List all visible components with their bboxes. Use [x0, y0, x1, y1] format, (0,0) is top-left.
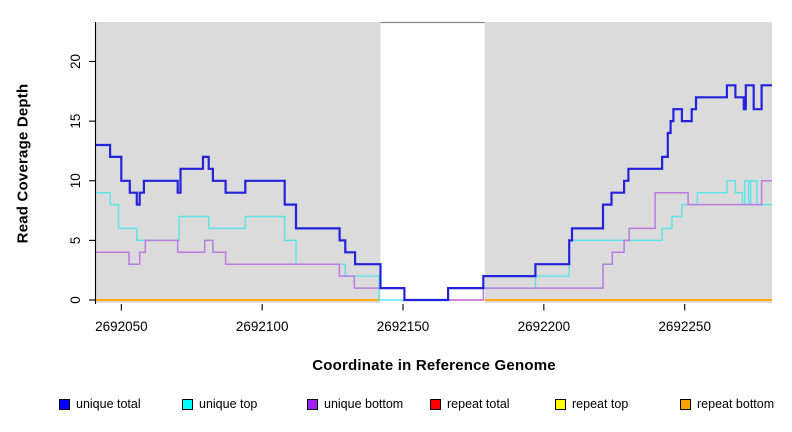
- legend-swatch-unique-bottom: [307, 398, 318, 410]
- y-tick-label: 20: [68, 54, 83, 69]
- legend-label: repeat bottom: [697, 397, 775, 411]
- legend-swatch-unique-total: [59, 398, 70, 410]
- x-tick-label: 2692100: [236, 319, 289, 334]
- series-line-unique-total: [96, 84, 772, 302]
- x-tick-label: 2692050: [95, 319, 148, 334]
- legend-item-repeat-bottom: repeat bottom: [680, 395, 774, 413]
- legend-item-repeat-total: repeat total: [430, 395, 510, 413]
- legend-item-unique-top: unique top: [182, 395, 257, 413]
- no-data-band: [380, 22, 485, 303]
- series-line-unique-bottom: [96, 180, 772, 301]
- legend-label: unique total: [76, 397, 141, 411]
- legend-swatch-unique-top: [182, 398, 193, 410]
- x-tick-label: 2692150: [377, 319, 430, 334]
- legend-item-unique-total: unique total: [59, 395, 141, 413]
- x-tick-label: 2692250: [658, 319, 711, 334]
- x-axis-title: Coordinate in Reference Genome: [312, 357, 556, 374]
- legend-swatch-repeat-total: [430, 398, 441, 410]
- y-axis-title: Read Coverage Depth: [14, 83, 32, 244]
- legend-label: unique top: [199, 397, 258, 411]
- y-tick-label: 15: [68, 114, 83, 129]
- y-tick-label: 0: [68, 296, 83, 304]
- legend: unique total unique top unique bottom repea…: [0, 395, 792, 419]
- legend-swatch-repeat-top: [555, 398, 566, 410]
- legend-item-repeat-top: repeat top: [555, 395, 628, 413]
- legend-item-unique-bottom: unique bottom: [307, 395, 403, 413]
- y-tick-label: 10: [68, 173, 83, 188]
- y-tick-label: 5: [68, 237, 83, 245]
- x-tick-label: 2692200: [518, 319, 571, 334]
- legend-label: repeat top: [572, 397, 629, 411]
- legend-swatch-repeat-bottom: [680, 398, 691, 410]
- legend-label: unique bottom: [324, 397, 404, 411]
- legend-label: repeat total: [447, 397, 510, 411]
